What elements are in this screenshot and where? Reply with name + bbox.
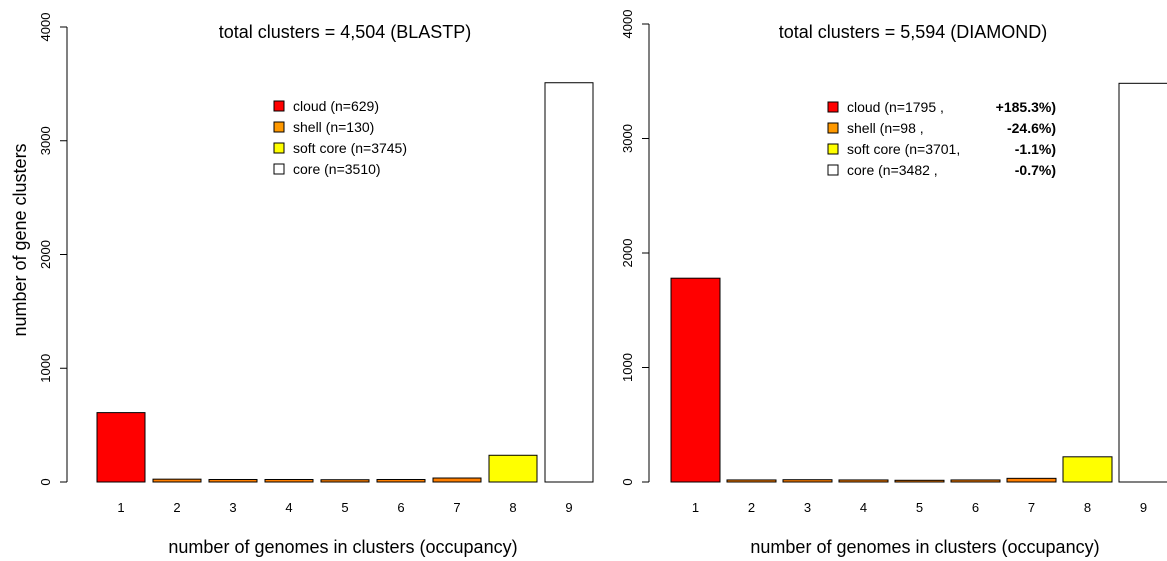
bar-5 [894, 479, 945, 483]
x-tick-label: 1 [117, 500, 124, 515]
x-tick-label: 2 [173, 500, 180, 515]
legend-label: core (n=3482 , [847, 162, 938, 178]
legend-label: shell (n=98 , [847, 120, 924, 136]
bar-3 [782, 479, 833, 483]
panel-blastp: total clusters = 4,504 (BLASTP) number o… [10, 13, 594, 557]
bar-1 [96, 412, 146, 483]
bar-3 [208, 478, 258, 483]
y-axis-label: number of gene clusters [10, 143, 30, 336]
legend-swatch [273, 142, 285, 154]
bar-1 [670, 277, 721, 483]
y-tick-label: 4000 [620, 10, 635, 39]
y-tick-label: 0 [620, 478, 635, 485]
legend-change: -1.1%) [1015, 141, 1056, 157]
x-tick-label: 8 [509, 500, 516, 515]
x-tick-label: 1 [692, 500, 699, 515]
legend-swatch [273, 100, 285, 112]
y-tick-label: 3000 [38, 126, 53, 155]
y-tick-label: 2000 [38, 240, 53, 269]
legend-change: -0.7%) [1015, 162, 1056, 178]
bar-6 [950, 479, 1001, 483]
bar-2 [726, 479, 777, 483]
y-tick-label: 2000 [620, 239, 635, 268]
y-tick-label: 4000 [38, 13, 53, 42]
legend-change: -24.6%) [1007, 120, 1056, 136]
y-axis: 0 1000 2000 3000 4000 [620, 10, 650, 486]
x-tick-label: 6 [397, 500, 404, 515]
legend-label: cloud (n=629) [293, 98, 379, 114]
y-tick-label: 3000 [620, 124, 635, 153]
chart-title: total clusters = 5,594 (DIAMOND) [779, 22, 1048, 42]
legend: cloud (n=629) shell (n=130) soft core (n=3… [273, 98, 407, 177]
y-axis: 0 1000 2000 3000 4000 [38, 13, 68, 486]
legend-label: cloud (n=1795 , [847, 99, 944, 115]
x-tick-label: 7 [453, 500, 460, 515]
bar-5 [320, 479, 370, 483]
legend-label: core (n=3510) [293, 161, 381, 177]
bar-9 [1118, 82, 1167, 483]
x-tick-label: 4 [285, 500, 292, 515]
bar-4 [264, 478, 314, 483]
x-tick-labels: 1 2 3 4 5 6 7 8 9 [692, 500, 1147, 515]
x-tick-labels: 1 2 3 4 5 6 7 8 9 [117, 500, 572, 515]
x-tick-label: 3 [804, 500, 811, 515]
x-tick-label: 5 [916, 500, 923, 515]
legend-label: shell (n=130) [293, 119, 374, 135]
x-tick-label: 5 [341, 500, 348, 515]
panel-diamond: total clusters = 5,594 (DIAMOND) number … [620, 10, 1167, 557]
bar-group [670, 82, 1167, 483]
bar-group [96, 82, 594, 483]
legend-swatch [827, 164, 839, 176]
bar-2 [152, 478, 202, 483]
legend-label: soft core (n=3745) [293, 140, 407, 156]
legend-swatch [273, 121, 285, 133]
x-axis-label: number of genomes in clusters (occupancy… [750, 537, 1099, 557]
bar-9 [544, 82, 594, 483]
y-tick-label: 1000 [38, 354, 53, 383]
legend-swatch [273, 163, 285, 175]
x-tick-label: 9 [565, 500, 572, 515]
x-tick-label: 6 [972, 500, 979, 515]
x-tick-label: 4 [860, 500, 867, 515]
legend-label: soft core (n=3701, [847, 141, 960, 157]
chart-title: total clusters = 4,504 (BLASTP) [219, 22, 472, 42]
legend: cloud (n=1795 , +185.3%) shell (n=98 , -24.… [827, 99, 1056, 178]
legend-swatch [827, 122, 839, 134]
bar-8 [488, 454, 538, 483]
x-tick-label: 3 [229, 500, 236, 515]
bar-7 [1006, 477, 1057, 483]
x-tick-label: 8 [1084, 500, 1091, 515]
legend-change: +185.3%) [996, 99, 1056, 115]
x-tick-label: 2 [748, 500, 755, 515]
legend-swatch [827, 101, 839, 113]
bar-7 [432, 477, 482, 483]
x-axis-label: number of genomes in clusters (occupancy… [168, 537, 517, 557]
bar-4 [838, 479, 889, 483]
x-tick-label: 9 [1140, 500, 1147, 515]
bar-6 [376, 478, 426, 483]
x-tick-label: 7 [1028, 500, 1035, 515]
legend-swatch [827, 143, 839, 155]
bar-8 [1062, 456, 1113, 483]
y-tick-label: 1000 [620, 353, 635, 382]
y-tick-label: 0 [38, 478, 53, 485]
